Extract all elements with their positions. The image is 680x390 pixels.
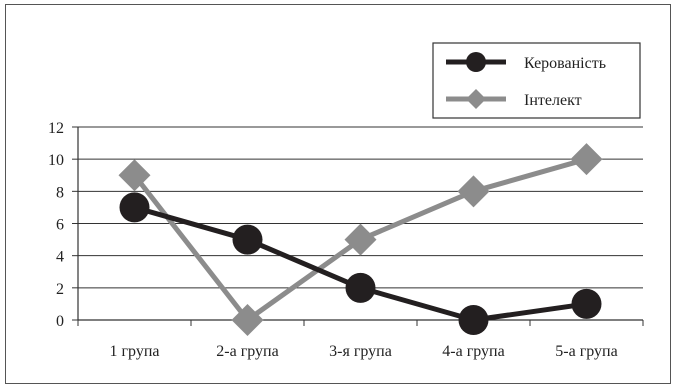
data-point-series-0-2 [345,272,376,303]
x-tick-label-1: 2-а група [216,343,278,360]
legend-label-series-1: Інтелект [524,92,582,109]
legend-label-series-0: Керованість [524,55,606,72]
y-tick-label-0: 0 [56,313,64,330]
legend: Керованість Інтелект [432,42,641,119]
y-tick-label-6: 6 [56,217,64,234]
data-point-series-1-3 [457,175,490,208]
legend-box [432,42,641,119]
data-point-series-1-0 [118,159,151,192]
x-tick-label-0: 1 група [109,343,159,360]
series-lines [118,143,603,336]
data-point-series-1-4 [570,143,603,176]
data-point-series-1-1 [231,304,264,336]
x-tick-label-3: 4-а група [442,343,504,360]
x-tick-label-2: 3-я група [329,343,392,360]
axes [72,126,644,326]
y-tick-label-12: 12 [48,120,64,137]
data-point-series-0-1 [232,224,263,255]
data-point-series-0-4 [571,288,602,319]
y-tick-label-10: 10 [48,152,64,169]
data-point-series-1-2 [344,223,377,256]
legend-marker-series-1 [466,89,486,109]
y-tick-label-4: 4 [56,249,64,266]
y-tick-label-2: 2 [56,281,64,298]
x-tick-label-4: 5-а група [555,343,617,360]
y-axis-ticks: 0 2 4 6 8 10 12 [48,120,64,330]
data-point-series-0-0 [119,192,150,223]
x-axis-ticks: 1 група 2-а група 3-я група 4-а група 5-а гр… [109,343,617,360]
y-tick-label-8: 8 [56,184,64,201]
legend-marker-series-0 [466,52,486,72]
data-point-series-0-3 [458,305,489,335]
